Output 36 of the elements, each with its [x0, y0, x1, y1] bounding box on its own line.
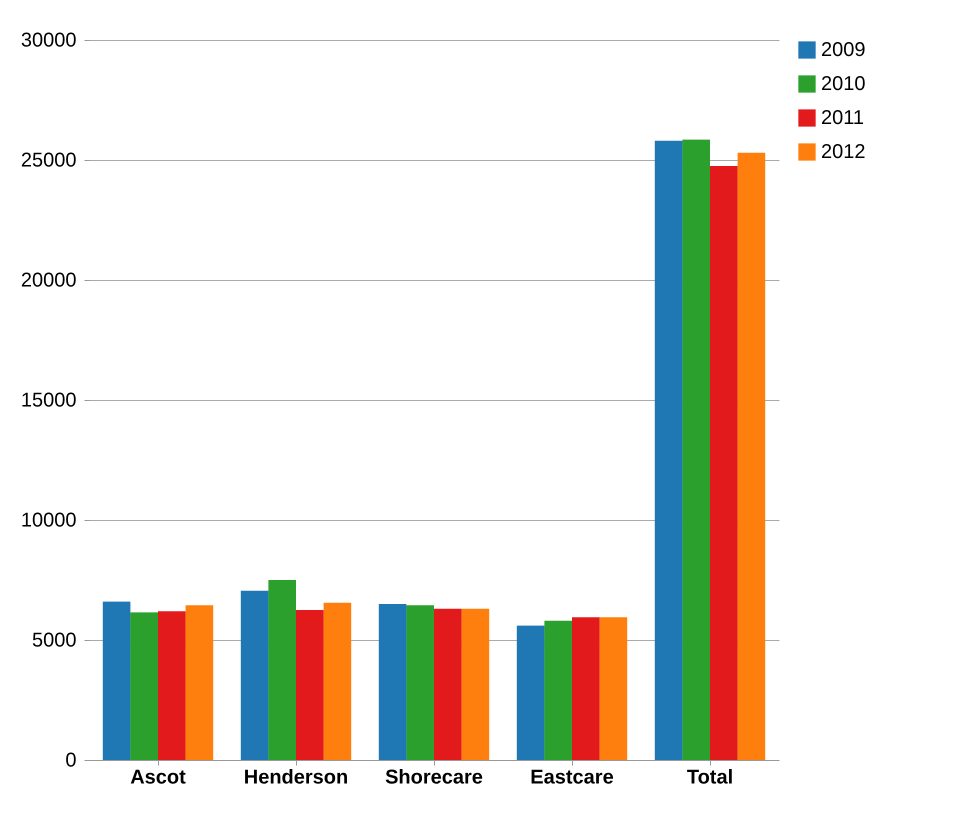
- bar: [682, 140, 710, 760]
- y-tick-label: 25000: [20, 150, 76, 172]
- legend-label: 2012: [821, 141, 866, 163]
- bar: [186, 605, 214, 760]
- bar: [158, 611, 186, 760]
- bar: [102, 602, 130, 760]
- bar: [268, 580, 296, 760]
- x-tick-label: Total: [686, 766, 734, 788]
- bar: [296, 610, 324, 760]
- x-tick-label: Henderson: [244, 766, 348, 788]
- legend-label: 2009: [821, 39, 866, 61]
- y-tick-label: 15000: [20, 390, 76, 412]
- bar: [240, 590, 268, 760]
- bar: [710, 166, 738, 760]
- bar: [324, 602, 352, 760]
- x-tick-label: Ascot: [130, 766, 186, 788]
- y-tick-label: 20000: [20, 270, 76, 292]
- y-tick-label: 0: [65, 750, 76, 772]
- bar: [600, 617, 628, 760]
- bar: [654, 140, 682, 760]
- y-tick-label: 10000: [20, 510, 76, 532]
- y-tick-label: 30000: [20, 30, 76, 52]
- bar: [572, 617, 600, 760]
- y-tick-label: 5000: [32, 630, 76, 652]
- bar: [130, 612, 158, 760]
- bar: [738, 152, 766, 760]
- legend-label: 2011: [821, 107, 864, 129]
- x-tick-label: Shorecare: [385, 766, 483, 788]
- bar: [378, 604, 406, 760]
- x-tick-label: Eastcare: [530, 766, 614, 788]
- bar: [434, 608, 462, 760]
- bar: [406, 605, 434, 760]
- legend-label: 2010: [821, 73, 866, 95]
- bar: [462, 608, 490, 760]
- bar: [516, 626, 544, 760]
- bar: [544, 620, 572, 760]
